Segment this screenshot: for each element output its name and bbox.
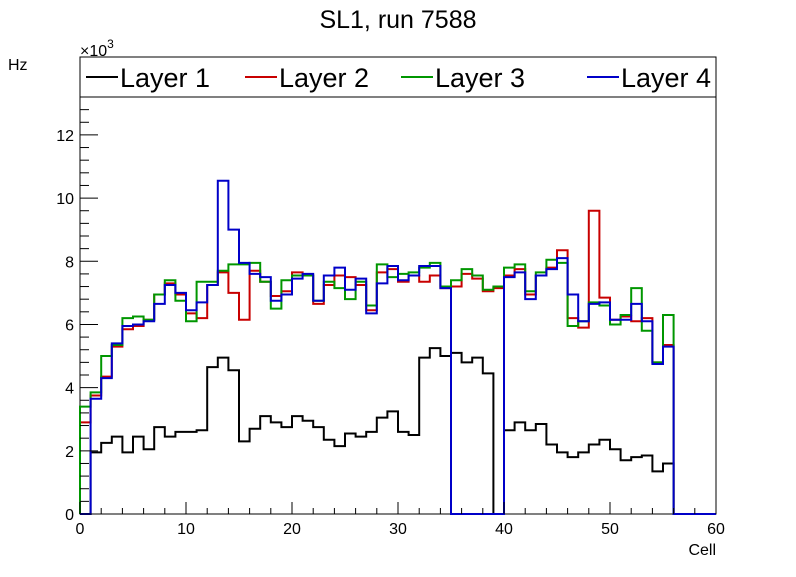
x-tick-label: 20 — [283, 521, 301, 538]
y-tick-label: 12 — [56, 128, 74, 145]
x-tick-label: 10 — [177, 521, 195, 538]
x-tick-label: 30 — [389, 521, 407, 538]
y-axis-label: Hz — [8, 57, 28, 74]
legend-label-layer-1: Layer 1 — [120, 63, 210, 93]
series-line-layer-1 — [80, 347, 716, 515]
y-axis-multiplier-base: ×10 — [80, 43, 107, 60]
chart-title: SL1, run 7588 — [319, 6, 476, 34]
x-tick-label: 0 — [76, 521, 85, 538]
y-tick-label: 6 — [65, 317, 74, 334]
y-axis-multiplier: ×103 — [80, 37, 114, 60]
legend-label-layer-3: Layer 3 — [435, 63, 525, 93]
legend-label-layer-2: Layer 2 — [279, 63, 369, 93]
series-line-layer-4 — [80, 179, 716, 515]
y-tick-label: 8 — [65, 254, 74, 271]
y-axis-multiplier-exponent: 3 — [107, 37, 114, 51]
y-tick-label: 0 — [65, 507, 74, 524]
y-tick-label: 10 — [56, 191, 74, 208]
y-tick-label: 2 — [65, 444, 74, 461]
legend-label-layer-4: Layer 4 — [621, 63, 711, 93]
x-tick-label: 60 — [707, 521, 725, 538]
x-tick-label: 50 — [601, 521, 619, 538]
y-tick-label: 4 — [65, 381, 74, 398]
x-tick-label: 40 — [495, 521, 513, 538]
legend: Layer 1 Layer 2 Layer 3 Layer 4 — [79, 56, 717, 98]
x-axis-label: Cell — [688, 542, 716, 559]
